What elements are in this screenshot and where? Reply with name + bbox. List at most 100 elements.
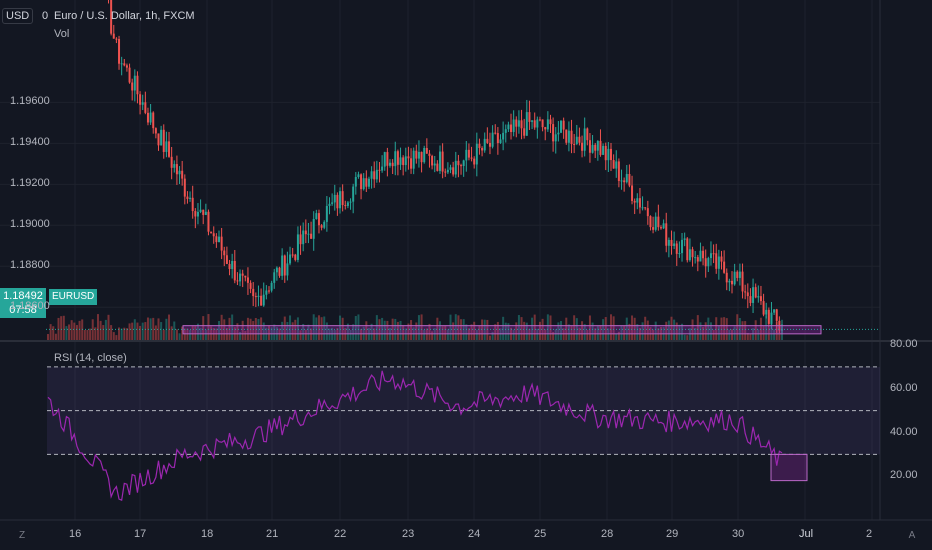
candle-body [699, 250, 702, 262]
rsi-tick-label: 40.00 [890, 425, 918, 438]
volume-bar [438, 321, 441, 340]
auto-scale-icon[interactable]: A [908, 530, 916, 541]
volume-bar [96, 314, 99, 340]
candle-body [504, 129, 507, 133]
candle-body [523, 128, 526, 136]
price-tick-label: 1.19200 [10, 177, 50, 190]
candle-body [591, 144, 594, 153]
volume-bar [402, 325, 405, 340]
volume-bar [191, 326, 194, 340]
volume-bar [549, 315, 552, 340]
candle-body [120, 63, 123, 65]
candle-body [502, 132, 505, 140]
candle-body [754, 287, 757, 298]
candle-body [257, 295, 260, 298]
volume-bar [715, 317, 718, 340]
candle-body [557, 132, 560, 135]
candle-body [631, 185, 634, 201]
candle-body [262, 294, 265, 306]
candle-body [194, 211, 197, 217]
candle-body [644, 207, 647, 209]
candle-body [638, 198, 641, 208]
candle-body [331, 202, 334, 204]
rsi-oversold-box [770, 453, 808, 482]
candle-body [210, 231, 213, 234]
candle-body [407, 156, 410, 159]
volume-bar [52, 326, 55, 340]
candle-body [512, 119, 515, 133]
candle-body [675, 243, 678, 254]
volume-bar [123, 327, 126, 340]
volume-bar [538, 321, 541, 340]
volume-bar [99, 320, 102, 340]
rsi-tick-label: 60.00 [890, 381, 918, 394]
time-tick-label: 17 [134, 528, 147, 540]
volume-bar [160, 322, 163, 340]
volume-bar [457, 315, 460, 340]
time-tick-label: 21 [266, 528, 279, 540]
volume-bar [60, 316, 63, 340]
candle-body [667, 239, 670, 246]
volume-bar [323, 316, 326, 340]
candle-body [470, 157, 473, 159]
candle-body [457, 160, 460, 166]
candle-body [620, 180, 623, 182]
time-tick-label: 2 [866, 528, 873, 540]
candle-body [323, 221, 326, 228]
volume-bar [536, 328, 539, 340]
candle-body [178, 170, 181, 175]
volume-bar [254, 317, 257, 340]
candle-body [302, 230, 305, 245]
volume-bar [241, 320, 244, 340]
volume-bar [646, 320, 649, 340]
volume-label: Vol [54, 28, 70, 40]
volume-bar [588, 315, 591, 340]
candle-body [370, 171, 373, 179]
volume-bar [744, 321, 747, 340]
candle-body [573, 143, 576, 145]
volume-bar [741, 321, 744, 340]
volume-bar [473, 321, 476, 340]
candle-body [531, 120, 534, 122]
candle-body [207, 211, 210, 232]
volume-bar [691, 319, 694, 340]
volume-bar [75, 325, 78, 340]
candle-body [112, 33, 115, 39]
volume-bar [65, 326, 68, 340]
candle-body [270, 282, 273, 291]
time-tick-label: 28 [601, 528, 614, 540]
volume-bar [370, 323, 373, 340]
volume-bar [617, 331, 620, 340]
volume-bar [446, 329, 449, 340]
candle-body [404, 156, 407, 166]
candle-body [317, 213, 320, 226]
candle-body [602, 145, 605, 155]
volume-bar [757, 329, 760, 340]
volume-bar [223, 319, 226, 340]
candle-body [641, 207, 644, 209]
volume-bar [602, 319, 605, 340]
price-tick-label: 1.19000 [10, 218, 50, 231]
volume-bar [486, 319, 489, 340]
volume-bar [207, 314, 210, 340]
candle-body [128, 67, 131, 83]
volume-bar [383, 320, 386, 340]
volume-bar [196, 323, 199, 340]
volume-bar [631, 315, 634, 340]
candle-body [486, 138, 489, 143]
candle-body [339, 191, 342, 209]
volume-bar [70, 320, 73, 340]
candle-body [588, 140, 591, 153]
candle-body [115, 38, 118, 40]
volume-bar [194, 326, 197, 340]
candle-body [717, 256, 720, 269]
volume-bar [339, 315, 342, 340]
volume-bar [678, 324, 681, 340]
currency-button[interactable]: USD [2, 8, 34, 24]
currency-digit: 0 [42, 10, 49, 22]
timezone-toggle-icon[interactable]: Z [18, 530, 26, 541]
volume-bar [449, 314, 452, 340]
candle-body [212, 233, 215, 237]
volume-bar [204, 329, 207, 340]
